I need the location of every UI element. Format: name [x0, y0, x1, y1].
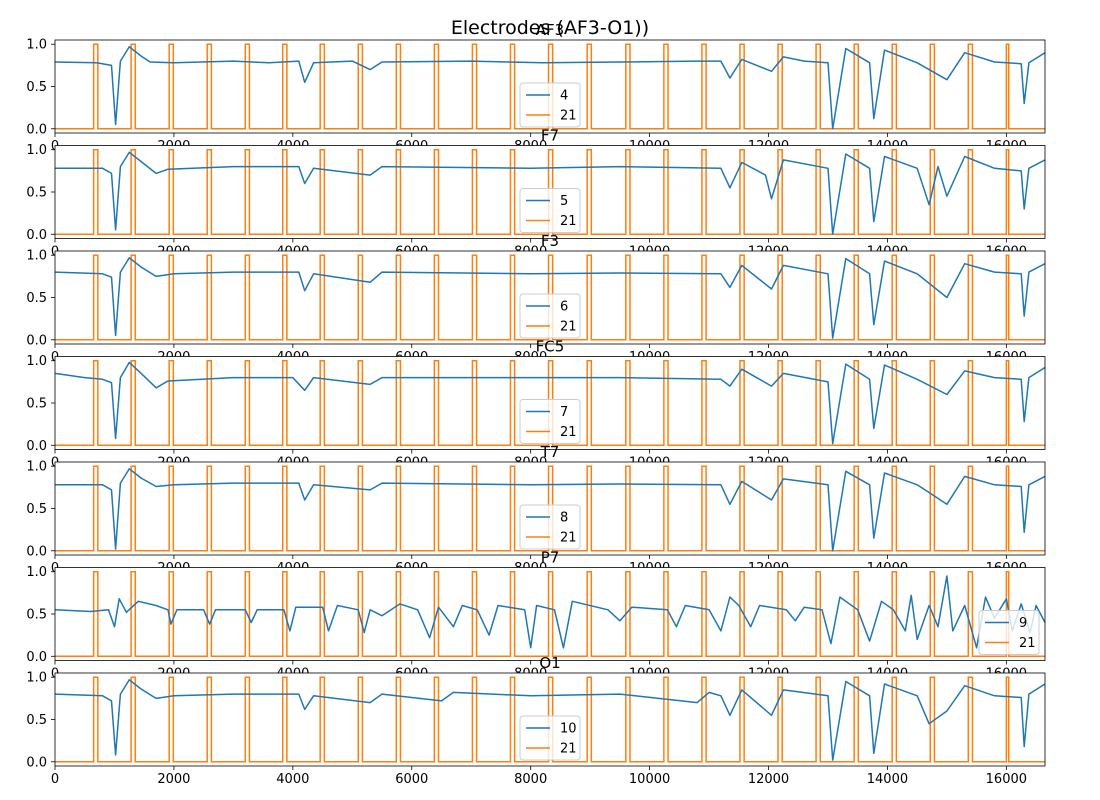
series-line-4 — [55, 46, 1045, 130]
y-tick-label: 0.5 — [26, 608, 47, 623]
legend: 621 — [519, 293, 581, 339]
plot-area — [55, 148, 1045, 236]
subplot-title: P7 — [541, 549, 560, 567]
figure-suptitle: Electrodes (AF3-O1)) — [451, 17, 649, 39]
plot-area — [55, 359, 1045, 447]
series-line-21 — [55, 570, 1045, 658]
y-tick-label: 0.5 — [26, 397, 47, 412]
axes-background — [55, 567, 1045, 661]
x-tick-label: 6000 — [395, 772, 428, 787]
legend-label: 8 — [560, 511, 568, 526]
plot-area — [55, 465, 1045, 552]
y-tick-label: 1.0 — [26, 354, 47, 369]
subplot-o1: 0 2000 4000 6000 8000 10000 12000 14000 16000 0.0… — [26, 654, 1046, 787]
legend: 721 — [519, 399, 581, 444]
plot-area — [55, 676, 1045, 763]
legend-box — [519, 504, 581, 550]
legend-label: 21 — [560, 214, 577, 229]
legend-box — [978, 610, 1040, 655]
legend-box — [519, 188, 581, 233]
legend-label: 7 — [560, 405, 568, 420]
x-tick-label: 10000 — [629, 772, 670, 787]
x-tick-label: 14000 — [867, 772, 908, 787]
legend: 821 — [519, 504, 581, 550]
y-tick-label: 1.0 — [26, 565, 47, 580]
series-line-9 — [55, 575, 1045, 649]
legend-label: 10 — [560, 722, 577, 737]
legend-label: 21 — [560, 742, 577, 757]
series-line-10 — [55, 679, 1045, 761]
legend-box — [519, 399, 581, 444]
subplot-title: O1 — [539, 654, 560, 672]
y-tick-label: 1.0 — [26, 671, 47, 686]
legend-label: 4 — [560, 89, 568, 104]
y-tick-label: 1.0 — [26, 38, 47, 53]
legend-label: 21 — [560, 425, 577, 440]
y-tick-label: 0.5 — [26, 80, 47, 95]
subplot-t7: 02000400060008000100001200014000160000.0… — [26, 443, 1046, 576]
y-tick-label: 1.0 — [26, 143, 47, 158]
series-line-21 — [55, 148, 1045, 236]
y-tick-label: 1.0 — [26, 460, 47, 475]
legend-label: 21 — [560, 109, 577, 124]
y-tick-label: 0.0 — [26, 439, 47, 454]
legend-label: 21 — [560, 320, 577, 335]
subplot-title: F3 — [541, 232, 559, 250]
series-line-6 — [55, 257, 1045, 339]
series-line-5 — [55, 151, 1045, 236]
y-tick-label: 0.0 — [26, 122, 47, 137]
y-tick-label: 0.0 — [26, 544, 47, 559]
subplot-stack: 0 2000 4000 6000 8000 10000 12000 14000 16000 0.0… — [26, 21, 1046, 787]
subplot-title: T7 — [540, 443, 560, 461]
series-line-7 — [55, 361, 1045, 445]
y-tick-label: 0.5 — [26, 186, 47, 201]
series-line-21 — [55, 254, 1045, 341]
y-tick-label: 0.0 — [26, 228, 47, 243]
legend-label: 21 — [560, 531, 577, 546]
subplot-p7: 02000400060008000100001200014000160000.0… — [26, 549, 1046, 682]
series-line-8 — [55, 468, 1045, 552]
x-tick-label: 2000 — [157, 772, 190, 787]
x-tick-label: 12000 — [748, 772, 789, 787]
subplot-title: FC5 — [536, 338, 565, 356]
subplot-title: F7 — [541, 127, 559, 145]
legend-label: 9 — [1019, 616, 1027, 631]
y-tick-label: 0.0 — [26, 333, 47, 348]
y-tick-label: 0.5 — [26, 713, 47, 728]
x-tick-label: 16000 — [986, 772, 1027, 787]
series-line-21 — [55, 676, 1045, 763]
legend-label: 5 — [560, 194, 568, 209]
legend-box — [519, 715, 581, 761]
x-tick-label: 8000 — [514, 772, 547, 787]
plot-area — [55, 43, 1045, 130]
legend: 521 — [519, 188, 581, 233]
y-tick-label: 0.5 — [26, 502, 47, 517]
series-line-21 — [55, 43, 1045, 130]
y-tick-label: 0.0 — [26, 755, 47, 770]
x-tick-label: 0 — [51, 772, 59, 787]
subplot-title: AF3 — [536, 21, 564, 39]
plot-area — [55, 570, 1045, 658]
y-tick-label: 1.0 — [26, 249, 47, 264]
y-tick-label: 0.5 — [26, 291, 47, 306]
legend: 421 — [519, 82, 581, 128]
y-tick-label: 0.0 — [26, 650, 47, 665]
legend: 921 — [978, 610, 1040, 655]
legend-label: 6 — [560, 300, 568, 315]
legend-label: 21 — [1019, 636, 1036, 651]
legend-box — [519, 293, 581, 339]
x-tick-label: 4000 — [276, 772, 309, 787]
series-line-21 — [55, 465, 1045, 552]
subplot-fc5: 02000400060008000100001200014000160000.0… — [26, 338, 1046, 471]
legend-box — [519, 82, 581, 128]
series-line-21 — [55, 359, 1045, 447]
subplot-af3: 02000400060008000100001200014000160000.0… — [26, 21, 1046, 154]
plot-area — [55, 254, 1045, 341]
